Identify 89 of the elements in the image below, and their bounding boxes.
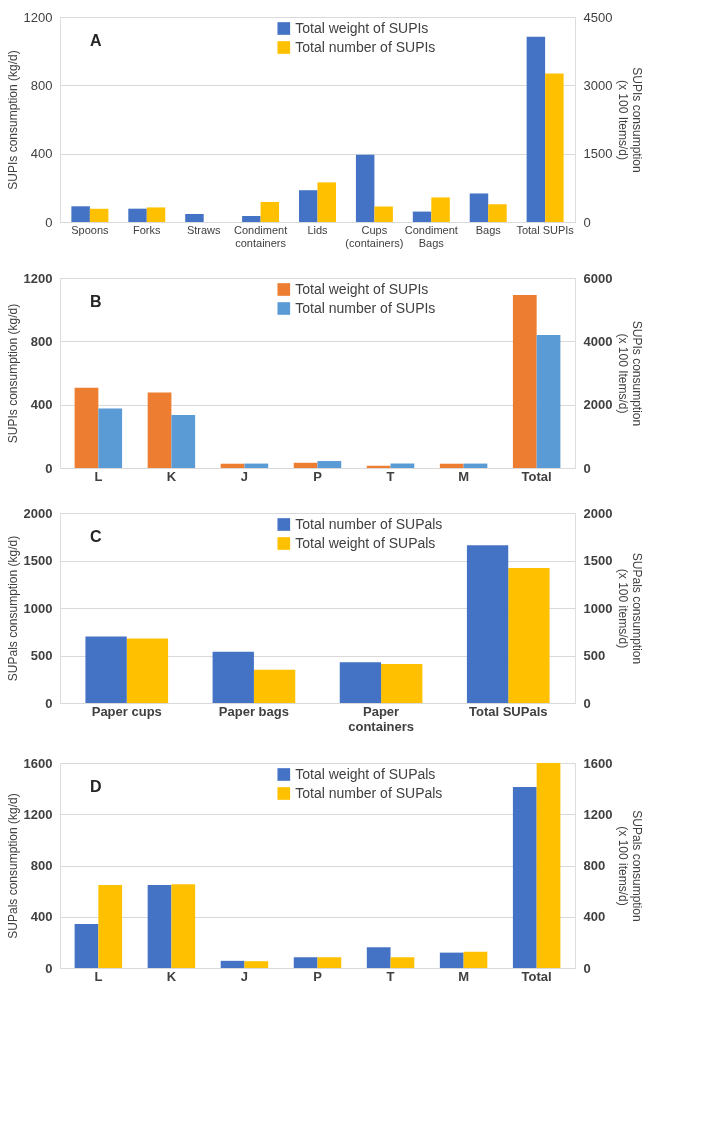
bar xyxy=(242,216,261,222)
x-tick-label: Condiment containers xyxy=(233,223,288,249)
y2-tick-label: 500 xyxy=(583,648,606,663)
y2-tick-label: 2000 xyxy=(583,397,613,413)
x-tick-label: Paper bags xyxy=(218,703,289,719)
y2-axis-title: SUPIs consumption (x 100 Items/d) xyxy=(616,320,645,427)
y-axis-title: SUPIs consumption (kg/d) xyxy=(5,50,20,190)
y-tick-label: 0 xyxy=(45,214,53,230)
x-tick-label: Total SUPIs xyxy=(516,223,575,236)
legend-label: Total weight of SUPIs xyxy=(295,19,429,36)
x-tick-label: T xyxy=(386,968,395,984)
y-tick-label: 800 xyxy=(30,77,53,93)
y2-tick-label: 1000 xyxy=(583,600,613,616)
x-tick-label: Condiment Bags xyxy=(404,223,458,249)
x-tick-label: Forks xyxy=(133,223,162,236)
y-tick-label: 800 xyxy=(30,858,53,873)
y2-tick-label: 2000 xyxy=(583,505,613,521)
x-tick-label: Bags xyxy=(475,223,502,236)
text: D xyxy=(90,778,102,795)
text: B xyxy=(90,293,102,310)
x-tick-label: Cups (containers) xyxy=(345,223,404,249)
y2-tick-label: 1500 xyxy=(583,146,613,162)
y2-tick-label: 1600 xyxy=(583,755,613,771)
y-tick-label: 1500 xyxy=(23,553,53,568)
x-tick-label: K xyxy=(166,968,177,984)
y2-tick-label: 4500 xyxy=(583,9,613,25)
legend-label: Total number of SUPals xyxy=(295,515,443,532)
y-axis-title: SUPals consumption (kg/d) xyxy=(5,793,20,939)
bar xyxy=(355,154,375,222)
x-tick-label: Lids xyxy=(307,223,329,236)
y2-axis-title: SUPals consumption (x 100 items/d) xyxy=(616,552,645,665)
x-tick-label: Paper cups xyxy=(91,703,162,719)
y2-tick-label: 3000 xyxy=(583,77,613,93)
y2-tick-label: 0 xyxy=(583,960,591,976)
y-tick-label: 1200 xyxy=(23,806,53,822)
x-tick-label: Spoons xyxy=(71,223,110,236)
y2-tick-label: 800 xyxy=(583,858,606,873)
x-tick-label: Paper containers xyxy=(348,703,414,734)
x-tick-label: Straws xyxy=(186,223,221,236)
y-tick-label: 400 xyxy=(30,909,53,925)
legend-label: Total weight of SUPals xyxy=(295,534,436,551)
y-axis-title: SUPals consumption (kg/d) xyxy=(5,535,20,682)
legend-label: Total number of SUPIs xyxy=(295,38,436,55)
x-tick-label: T xyxy=(386,468,395,484)
y2-tick-label: 1200 xyxy=(583,806,613,822)
x-tick-label: J xyxy=(240,468,249,484)
x-tick-label: L xyxy=(94,468,103,484)
legend-label: Total number of SUPIs xyxy=(295,299,436,316)
y2-tick-label: 1500 xyxy=(583,553,613,568)
y2-tick-label: 0 xyxy=(583,695,591,711)
y-tick-label: 1000 xyxy=(23,600,53,616)
y-tick-label: 500 xyxy=(30,648,53,663)
x-tick-label: Total xyxy=(521,968,552,984)
y-tick-label: 0 xyxy=(45,460,53,476)
bar xyxy=(431,197,450,222)
y2-tick-label: 6000 xyxy=(583,270,613,286)
x-tick-label: Total SUPals xyxy=(468,703,548,719)
x-tick-label: J xyxy=(240,968,249,984)
text: A xyxy=(90,32,102,49)
y-tick-label: 1600 xyxy=(23,755,53,771)
y-tick-label: 800 xyxy=(30,333,53,349)
y-tick-label: 0 xyxy=(45,960,53,976)
bar xyxy=(260,201,280,222)
y-tick-label: 1200 xyxy=(23,9,53,25)
y2-axis-title: SUPIs consumption (x 100 Items/d) xyxy=(616,67,645,173)
y2-tick-label: 0 xyxy=(583,460,591,476)
y2-tick-label: 4000 xyxy=(583,333,613,349)
bar xyxy=(374,206,393,222)
y2-tick-label: 400 xyxy=(583,909,606,925)
x-tick-label: P xyxy=(313,468,323,484)
y-tick-label: 400 xyxy=(30,146,53,162)
y-axis-title: SUPIs consumption (kg/d) xyxy=(5,303,20,444)
x-tick-label: M xyxy=(458,468,470,484)
x-tick-label: Total xyxy=(521,468,552,484)
y-tick-label: 1200 xyxy=(23,270,53,286)
text: C xyxy=(90,528,102,545)
y2-tick-label: 0 xyxy=(583,214,591,230)
bar xyxy=(185,213,204,222)
x-tick-label: M xyxy=(458,968,470,984)
x-tick-label: K xyxy=(166,468,177,484)
legend-label: Total weight of SUPIs xyxy=(295,280,429,297)
x-tick-label: P xyxy=(313,968,323,984)
legend-label: Total number of SUPals xyxy=(295,784,443,801)
y2-axis-title: SUPals consumption (x 100 items/d) xyxy=(616,810,645,922)
x-tick-label: L xyxy=(94,968,103,984)
legend-label: Total weight of SUPals xyxy=(295,765,436,782)
y-tick-label: 2000 xyxy=(23,505,53,521)
y-tick-label: 400 xyxy=(30,397,53,413)
y-tick-label: 0 xyxy=(45,695,53,711)
